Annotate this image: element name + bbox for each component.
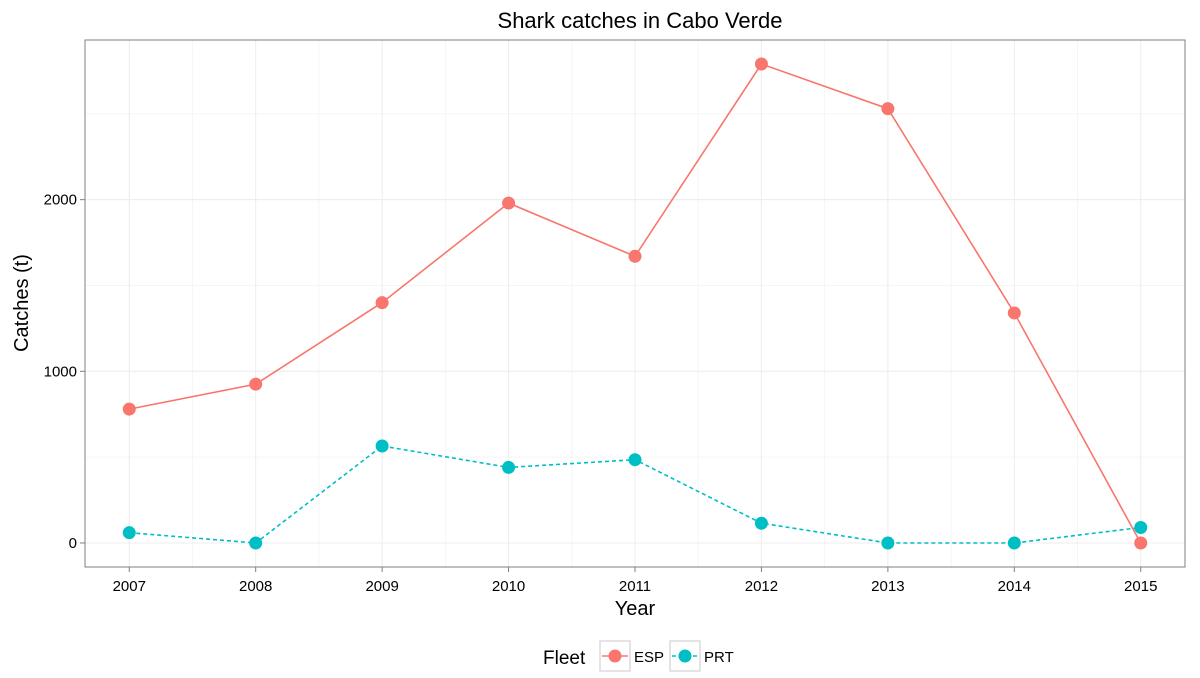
- data-point-prt: [754, 516, 768, 530]
- data-point-esp: [628, 249, 642, 263]
- x-axis-label: Year: [615, 598, 656, 620]
- x-tick-label: 2010: [492, 578, 525, 595]
- legend-label: ESP: [634, 649, 664, 666]
- data-point-esp: [122, 402, 136, 416]
- legend-items: ESP PRT: [599, 640, 734, 672]
- y-tick-label: 1000: [44, 363, 77, 380]
- data-point-esp: [1007, 306, 1021, 320]
- x-tick-label: 2015: [1124, 578, 1157, 595]
- legend-key-point: [678, 649, 692, 663]
- data-point-esp: [754, 57, 768, 71]
- data-point-prt: [375, 439, 389, 453]
- x-tick-label: 2009: [365, 578, 398, 595]
- data-point-esp: [1134, 536, 1148, 550]
- x-tick-label: 2007: [113, 578, 146, 595]
- data-point-prt: [881, 536, 895, 550]
- x-tick-label: 2013: [871, 578, 904, 595]
- data-point-prt: [628, 453, 642, 467]
- chart-title: Shark catches in Cabo Verde: [498, 8, 783, 33]
- data-point-esp: [249, 377, 263, 391]
- y-axis: 0 1000 2000: [44, 192, 85, 552]
- x-tick-label: 2014: [998, 578, 1031, 595]
- legend-title: Fleet: [543, 648, 586, 669]
- x-axis: 2007 2008 2009 2010 2011 2012 2013 2014 2015: [113, 567, 1157, 595]
- data-point-prt: [1007, 536, 1021, 550]
- y-tick-label: 2000: [44, 192, 77, 209]
- legend-key-point: [608, 649, 622, 663]
- legend: Fleet ESP PRT: [543, 640, 734, 672]
- data-point-esp: [375, 296, 389, 310]
- data-point-prt: [1134, 521, 1148, 535]
- data-point-prt: [122, 526, 136, 540]
- plot-area: [84, 39, 1186, 568]
- y-axis-label: Catches (t): [11, 254, 33, 352]
- legend-label: PRT: [704, 649, 734, 666]
- data-point-esp: [502, 196, 516, 210]
- x-tick-label: 2008: [239, 578, 272, 595]
- x-tick-label: 2011: [619, 578, 651, 595]
- series-points: [122, 57, 1148, 550]
- data-point-esp: [881, 102, 895, 116]
- data-point-prt: [502, 460, 516, 474]
- y-tick-label: 0: [69, 535, 77, 552]
- data-point-prt: [249, 536, 263, 550]
- x-tick-label: 2012: [745, 578, 778, 595]
